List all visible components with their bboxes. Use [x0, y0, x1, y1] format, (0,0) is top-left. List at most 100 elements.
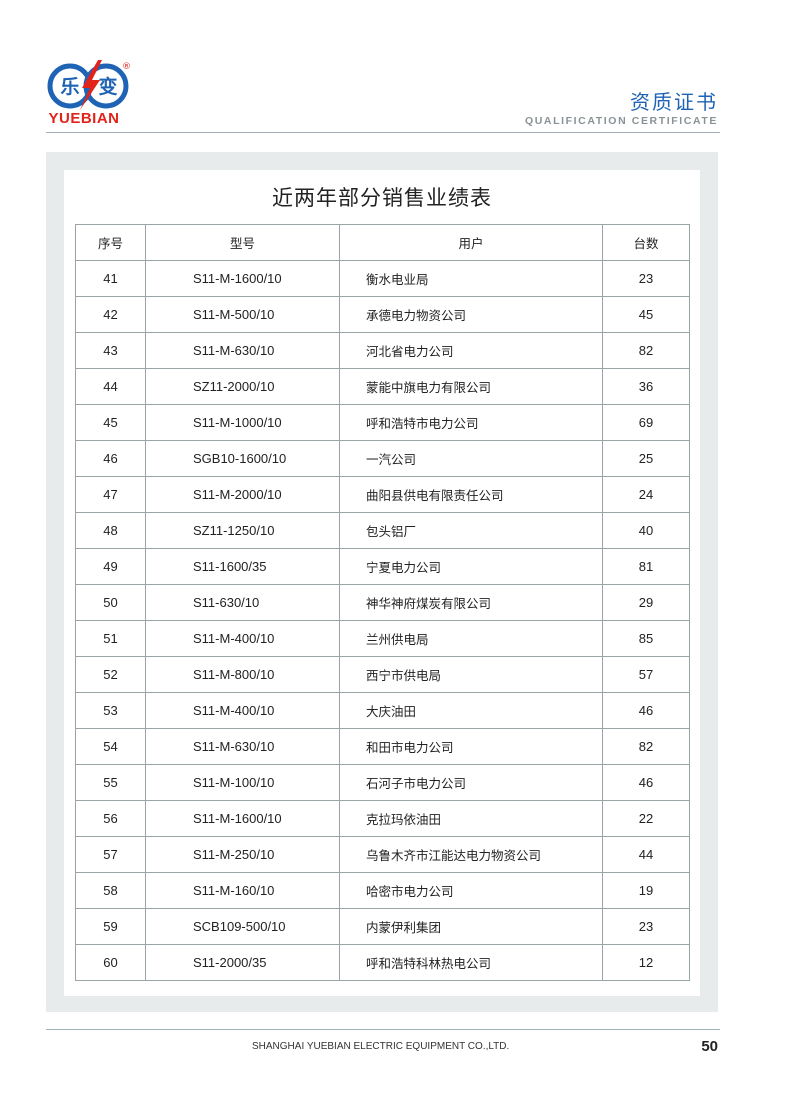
cell-index: 52: [75, 656, 146, 693]
cell-quantity: 46: [602, 692, 690, 729]
cell-model: SCB109-500/10: [145, 908, 340, 945]
cell-customer: 哈密市电力公司: [339, 872, 603, 909]
cell-index: 41: [75, 260, 146, 297]
cell-index: 53: [75, 692, 146, 729]
cell-model: S11-M-100/10: [145, 764, 340, 801]
yuebian-logo: 乐 变: [47, 60, 129, 110]
cell-customer: 神华神府煤炭有限公司: [339, 584, 603, 621]
cell-quantity: 46: [602, 764, 690, 801]
table-row: 41 S11-M-1600/10 衡水电业局 23: [75, 260, 690, 297]
table-row: 60 S11-2000/35 呼和浩特科林热电公司 12: [75, 944, 690, 981]
cell-quantity: 69: [602, 404, 690, 441]
cell-quantity: 25: [602, 440, 690, 477]
cell-model: S11-2000/35: [145, 944, 340, 981]
table-row: 52 S11-M-800/10 西宁市供电局 57: [75, 656, 690, 693]
cell-model: S11-M-1600/10: [145, 260, 340, 297]
table-row: 53 S11-M-400/10 大庆油田 46: [75, 692, 690, 729]
cell-quantity: 81: [602, 548, 690, 585]
cell-quantity: 23: [602, 908, 690, 945]
cell-quantity: 12: [602, 944, 690, 981]
sales-table: 序号 型号 用户 台数 41 S11-M-1600/10 衡水电业局 23 42 S11-…: [75, 224, 690, 981]
cell-model: S11-M-1000/10: [145, 404, 340, 441]
cell-index: 47: [75, 476, 146, 513]
cell-model: S11-M-400/10: [145, 692, 340, 729]
header-divider: [46, 132, 720, 133]
cell-index: 42: [75, 296, 146, 333]
column-header-model: 型号: [145, 224, 340, 261]
cell-quantity: 82: [602, 332, 690, 369]
column-header-index: 序号: [75, 224, 146, 261]
table-row: 49 S11-1600/35 宁夏电力公司 81: [75, 548, 690, 585]
cell-quantity: 85: [602, 620, 690, 657]
cell-model: SZ11-1250/10: [145, 512, 340, 549]
lightning-bolt-icon: [80, 60, 102, 110]
cell-quantity: 29: [602, 584, 690, 621]
svg-text:乐: 乐: [60, 76, 79, 98]
cell-customer: 宁夏电力公司: [339, 548, 603, 585]
cell-index: 55: [75, 764, 146, 801]
cell-index: 60: [75, 944, 146, 981]
cell-index: 49: [75, 548, 146, 585]
cell-quantity: 57: [602, 656, 690, 693]
column-header-quantity: 台数: [602, 224, 690, 261]
cell-quantity: 23: [602, 260, 690, 297]
cell-model: S11-1600/35: [145, 548, 340, 585]
table-row: 58 S11-M-160/10 哈密市电力公司 19: [75, 872, 690, 909]
cell-customer: 石河子市电力公司: [339, 764, 603, 801]
table-row: 55 S11-M-100/10 石河子市电力公司 46: [75, 764, 690, 801]
cell-index: 43: [75, 332, 146, 369]
footer-company: SHANGHAI YUEBIAN ELECTRIC EQUIPMENT CO.,…: [252, 1041, 510, 1052]
table-row: 43 S11-M-630/10 河北省电力公司 82: [75, 332, 690, 369]
table-row: 57 S11-M-250/10 乌鲁木齐市江能达电力物资公司 44: [75, 836, 690, 873]
cell-index: 46: [75, 440, 146, 477]
cell-customer: 河北省电力公司: [339, 332, 603, 369]
column-header-customer: 用户: [339, 224, 603, 261]
cell-index: 59: [75, 908, 146, 945]
cell-quantity: 44: [602, 836, 690, 873]
cell-customer: 和田市电力公司: [339, 728, 603, 765]
cell-index: 51: [75, 620, 146, 657]
table-row: 56 S11-M-1600/10 克拉玛依油田 22: [75, 800, 690, 837]
cell-customer: 一汽公司: [339, 440, 603, 477]
registered-mark: ®: [122, 62, 131, 72]
cell-customer: 呼和浩特科林热电公司: [339, 944, 603, 981]
cell-customer: 克拉玛依油田: [339, 800, 603, 837]
cell-model: S11-M-1600/10: [145, 800, 340, 837]
cell-quantity: 24: [602, 476, 690, 513]
table-row: 42 S11-M-500/10 承德电力物资公司 45: [75, 296, 690, 333]
cell-model: S11-M-800/10: [145, 656, 340, 693]
table-row: 51 S11-M-400/10 兰州供电局 85: [75, 620, 690, 657]
cell-customer: 大庆油田: [339, 692, 603, 729]
cell-customer: 衡水电业局: [339, 260, 603, 297]
table-row: 47 S11-M-2000/10 曲阳县供电有限责任公司 24: [75, 476, 690, 513]
cell-customer: 兰州供电局: [339, 620, 603, 657]
footer-divider: [46, 1029, 720, 1030]
cell-index: 44: [75, 368, 146, 405]
cell-index: 45: [75, 404, 146, 441]
cell-quantity: 22: [602, 800, 690, 837]
cell-index: 58: [75, 872, 146, 909]
cell-index: 56: [75, 800, 146, 837]
cell-customer: 承德电力物资公司: [339, 296, 603, 333]
header-title-cn: 资质证书: [630, 90, 718, 114]
table-title: 近两年部分销售业绩表: [272, 186, 492, 210]
cell-index: 54: [75, 728, 146, 765]
table-header-row: 序号 型号 用户 台数: [75, 224, 690, 261]
header-title-en: QUALIFICATION CERTIFICATE: [524, 115, 718, 127]
cell-customer: 呼和浩特市电力公司: [339, 404, 603, 441]
cell-model: S11-M-2000/10: [145, 476, 340, 513]
cell-customer: 曲阳县供电有限责任公司: [339, 476, 603, 513]
cell-customer: 包头铝厂: [339, 512, 603, 549]
cell-model: S11-M-630/10: [145, 332, 340, 369]
cell-model: S11-M-160/10: [145, 872, 340, 909]
cell-model: S11-M-400/10: [145, 620, 340, 657]
cell-model: S11-M-250/10: [145, 836, 340, 873]
cell-quantity: 19: [602, 872, 690, 909]
cell-customer: 西宁市供电局: [339, 656, 603, 693]
table-row: 46 SGB10-1600/10 一汽公司 25: [75, 440, 690, 477]
svg-text:变: 变: [98, 75, 117, 98]
cell-model: S11-M-500/10: [145, 296, 340, 333]
cell-quantity: 40: [602, 512, 690, 549]
cell-model: S11-630/10: [145, 584, 340, 621]
cell-model: S11-M-630/10: [145, 728, 340, 765]
